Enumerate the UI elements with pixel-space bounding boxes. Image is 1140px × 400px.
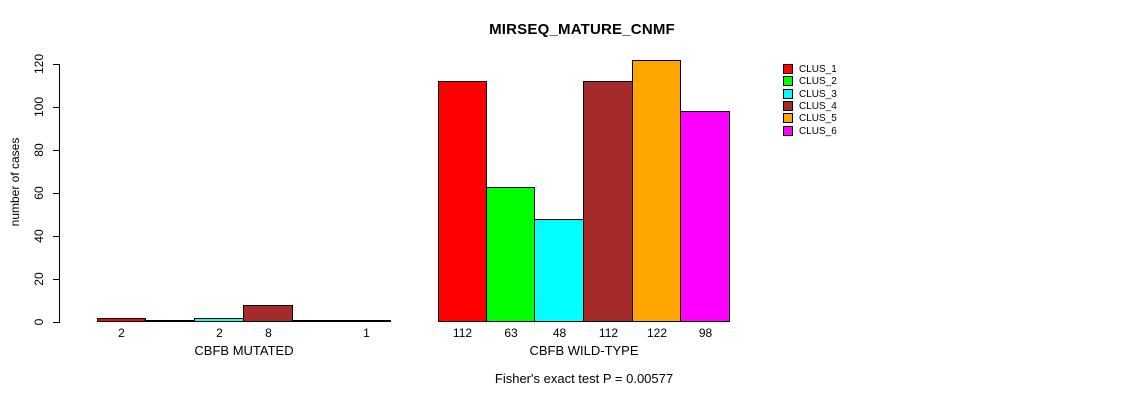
bar-value-clus_6-group1: 98: [698, 326, 713, 340]
bar-clus_6-group0: [341, 320, 391, 322]
bar-value-clus_3-group1: 48: [552, 326, 567, 340]
bar-value-clus_1-group0: 2: [118, 326, 125, 340]
bar-clus_3-group0: [194, 318, 244, 322]
y-tick-label-100: 100: [32, 96, 46, 118]
legend-swatch-clus_5: [783, 113, 793, 123]
bar-clus_3-group1: [534, 219, 584, 322]
y-tick-label-40: 40: [32, 229, 46, 243]
legend-label-clus_5: CLUS_5: [799, 113, 837, 124]
bar-value-clus_4-group0: 8: [265, 326, 272, 340]
bar-value-clus_4-group1: 112: [598, 326, 619, 340]
y-tick-60: [53, 193, 60, 194]
legend-swatch-clus_3: [783, 89, 793, 99]
bar-clus_2-group0-zero: [146, 320, 195, 322]
y-tick-label-60: 60: [32, 186, 46, 200]
y-tick-40: [53, 236, 60, 237]
bar-clus_4-group1: [583, 81, 633, 322]
bar-clus_2-group1: [486, 187, 535, 322]
y-tick-120: [53, 64, 60, 65]
bar-clus_5-group1: [632, 60, 681, 322]
bar-value-clus_6-group0: 1: [363, 326, 370, 340]
legend-label-clus_6: CLUS_6: [799, 126, 837, 137]
y-tick-20: [53, 279, 60, 280]
y-tick-80: [53, 150, 60, 151]
legend-swatch-clus_6: [783, 126, 793, 136]
bar-value-clus_5-group1: 122: [646, 326, 668, 340]
y-tick-label-0: 0: [32, 318, 46, 326]
bar-clus_6-group1: [680, 111, 730, 322]
legend-label-clus_4: CLUS_4: [799, 101, 837, 112]
y-tick-0: [53, 322, 60, 323]
y-tick-label-20: 20: [32, 272, 46, 286]
y-axis-label: number of cases: [8, 137, 22, 227]
fisher-test-annotation: Fisher's exact test P = 0.00577: [494, 371, 674, 386]
bar-clus_1-group0: [97, 318, 146, 322]
chart-title: MIRSEQ_MATURE_CNMF: [489, 21, 675, 38]
legend: CLUS_1 CLUS_2 CLUS_3 CLUS_4 CLUS_5 CLUS_6: [783, 64, 873, 144]
y-tick-100: [53, 107, 60, 108]
legend-swatch-clus_4: [783, 101, 793, 111]
legend-swatch-clus_1: [783, 64, 793, 74]
legend-swatch-clus_2: [783, 76, 793, 86]
y-tick-label-120: 120: [32, 53, 46, 75]
bar-value-clus_2-group1: 63: [504, 326, 518, 340]
bar-value-clus_3-group0: 2: [216, 326, 223, 340]
legend-label-clus_3: CLUS_3: [799, 89, 837, 100]
bar-clus_4-group0: [243, 305, 293, 322]
bar-clus_1-group1: [438, 81, 487, 322]
bar-clus_5-group0-zero: [293, 320, 342, 322]
group-label-cbfb-wild-type: CBFB WILD-TYPE: [529, 343, 639, 358]
bar-value-clus_1-group1: 112: [452, 326, 473, 340]
group-label-cbfb-mutated: CBFB MUTATED: [194, 343, 294, 358]
legend-label-clus_1: CLUS_1: [799, 64, 837, 75]
y-tick-label-80: 80: [32, 143, 46, 157]
legend-label-clus_2: CLUS_2: [799, 76, 837, 87]
